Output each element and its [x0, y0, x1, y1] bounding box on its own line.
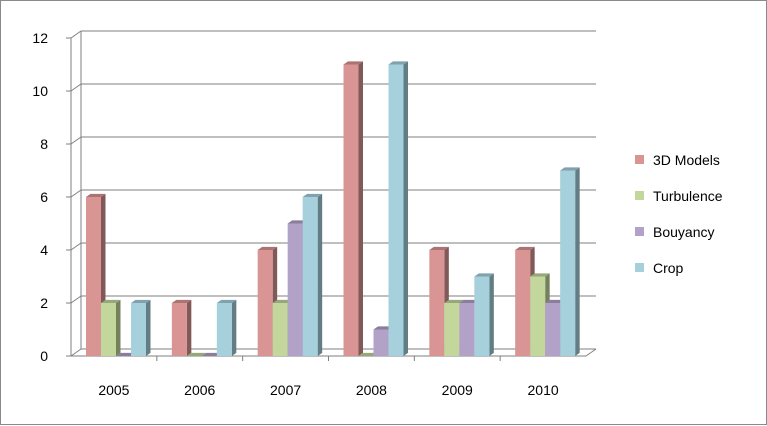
- legend-item: Turbulence: [635, 188, 723, 204]
- bar: [343, 61, 363, 356]
- x-tick-label: 2007: [270, 382, 301, 398]
- bar: [201, 352, 222, 356]
- side-wall-line: [70, 295, 82, 304]
- x-tick-labels: 2005 2006 2007 2008 2009 2010: [98, 382, 559, 398]
- y-tick-label: 12: [32, 30, 48, 46]
- legend-item: Bouyancy: [635, 224, 714, 240]
- y-tick-label: 4: [40, 242, 48, 258]
- y-tick-label: 0: [40, 348, 48, 364]
- x-tick-label: 2006: [184, 382, 215, 398]
- gridlines: [70, 30, 596, 357]
- floor-edge: [585, 348, 597, 357]
- x-tick-label: 2008: [356, 382, 387, 398]
- legend-item: Crop: [635, 260, 684, 276]
- legend-swatch: [635, 263, 644, 272]
- legend-swatch: [635, 191, 644, 200]
- y-tick-label: 8: [40, 136, 48, 152]
- bar: [560, 167, 580, 356]
- side-wall-line: [70, 83, 82, 92]
- side-wall-line: [70, 242, 82, 251]
- bars: [86, 61, 580, 356]
- bar: [101, 299, 121, 356]
- side-wall-line: [70, 136, 82, 145]
- bar: [186, 352, 207, 356]
- x-tick-label: 2010: [528, 382, 559, 398]
- legend-label: Crop: [653, 260, 684, 276]
- y-tick-label: 10: [32, 83, 48, 99]
- legend-label: 3D Models: [653, 152, 720, 168]
- bar: [116, 352, 136, 356]
- legend-swatch: [635, 155, 644, 164]
- x-tick-label: 2005: [98, 382, 129, 398]
- y-tick-label: 2: [40, 295, 48, 311]
- side-wall-line: [70, 30, 82, 39]
- side-wall-line: [70, 348, 82, 357]
- x-tick-label: 2009: [442, 382, 473, 398]
- bar: [388, 61, 408, 356]
- axes: [66, 31, 597, 361]
- y-tick-labels: 0 2 4 6 8 10 12: [32, 30, 48, 364]
- legend-label: Bouyancy: [653, 224, 714, 240]
- bar: [358, 352, 378, 356]
- legend: 3D Models Turbulence Bouyancy Crop: [635, 152, 723, 276]
- legend-item: 3D Models: [635, 152, 720, 168]
- bar: [171, 299, 192, 356]
- legend-swatch: [635, 227, 644, 236]
- bar: [302, 193, 323, 356]
- y-tick-label: 6: [40, 189, 48, 205]
- bar: [474, 273, 494, 356]
- side-wall-line: [70, 189, 82, 198]
- legend-label: Turbulence: [653, 188, 723, 204]
- bar: [131, 299, 151, 356]
- bar: [216, 299, 237, 356]
